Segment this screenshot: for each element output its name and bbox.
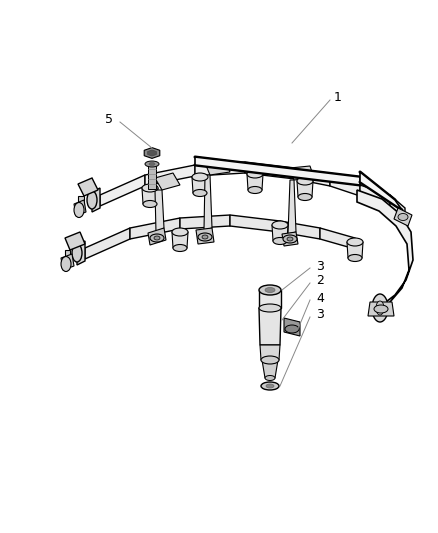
Polygon shape [283, 318, 299, 336]
Polygon shape [281, 232, 297, 246]
Polygon shape [172, 232, 187, 248]
Polygon shape [319, 228, 354, 249]
Polygon shape [367, 302, 393, 316]
Polygon shape [290, 166, 313, 180]
Text: 4: 4 [315, 292, 323, 304]
Polygon shape [346, 242, 362, 258]
Polygon shape [65, 232, 85, 250]
Ellipse shape [247, 187, 261, 193]
Ellipse shape [272, 221, 287, 229]
Polygon shape [145, 165, 194, 186]
Polygon shape [230, 215, 279, 232]
Ellipse shape [272, 238, 286, 245]
Ellipse shape [375, 301, 383, 315]
Polygon shape [78, 178, 98, 196]
Text: 5: 5 [105, 112, 113, 125]
Polygon shape [329, 175, 359, 196]
Polygon shape [247, 174, 262, 190]
Polygon shape [155, 173, 180, 190]
Polygon shape [61, 254, 74, 270]
Ellipse shape [172, 228, 187, 236]
Ellipse shape [258, 285, 280, 295]
Text: 3: 3 [315, 309, 323, 321]
Polygon shape [359, 172, 401, 210]
Polygon shape [195, 228, 213, 244]
Polygon shape [287, 180, 295, 234]
Ellipse shape [261, 382, 279, 390]
Ellipse shape [284, 325, 298, 333]
Polygon shape [272, 225, 287, 241]
Ellipse shape [72, 244, 82, 262]
Polygon shape [147, 150, 156, 156]
Text: 2: 2 [315, 274, 323, 287]
Ellipse shape [261, 356, 279, 364]
Ellipse shape [191, 173, 208, 181]
Ellipse shape [87, 191, 97, 209]
Polygon shape [259, 345, 279, 360]
Polygon shape [148, 228, 166, 245]
Polygon shape [74, 200, 86, 216]
Polygon shape [85, 228, 130, 259]
Polygon shape [194, 157, 359, 185]
Text: 3: 3 [315, 260, 323, 272]
Ellipse shape [150, 234, 164, 242]
Polygon shape [294, 168, 329, 186]
Polygon shape [297, 181, 312, 197]
Polygon shape [191, 177, 208, 193]
Polygon shape [92, 188, 100, 212]
Ellipse shape [201, 235, 208, 239]
Ellipse shape [371, 294, 387, 322]
Ellipse shape [286, 237, 292, 241]
Ellipse shape [347, 254, 361, 262]
Polygon shape [141, 188, 158, 204]
Ellipse shape [173, 245, 187, 252]
Polygon shape [356, 190, 412, 312]
Polygon shape [359, 185, 389, 206]
Polygon shape [279, 221, 319, 239]
Ellipse shape [198, 233, 212, 241]
Ellipse shape [193, 190, 207, 197]
Polygon shape [393, 208, 411, 226]
Polygon shape [244, 162, 294, 179]
Ellipse shape [148, 163, 155, 166]
Ellipse shape [145, 161, 159, 167]
Polygon shape [77, 241, 85, 265]
Ellipse shape [373, 305, 387, 313]
Polygon shape [155, 190, 164, 233]
Polygon shape [100, 175, 145, 206]
Polygon shape [205, 160, 230, 175]
Polygon shape [258, 290, 280, 308]
Ellipse shape [297, 193, 311, 200]
Polygon shape [194, 162, 244, 176]
Ellipse shape [154, 236, 159, 240]
Ellipse shape [247, 170, 262, 178]
Polygon shape [78, 196, 84, 210]
Ellipse shape [258, 304, 280, 312]
Ellipse shape [346, 238, 362, 246]
Polygon shape [258, 308, 280, 345]
Ellipse shape [61, 256, 71, 271]
Polygon shape [65, 250, 70, 264]
Ellipse shape [265, 384, 273, 388]
Ellipse shape [74, 203, 84, 217]
Polygon shape [144, 148, 159, 158]
Ellipse shape [265, 287, 274, 293]
Ellipse shape [297, 177, 312, 185]
Ellipse shape [143, 200, 157, 207]
Polygon shape [261, 360, 277, 378]
Ellipse shape [397, 214, 407, 221]
Ellipse shape [265, 376, 274, 381]
Polygon shape [389, 195, 404, 219]
Ellipse shape [283, 235, 297, 243]
Polygon shape [148, 164, 155, 189]
Text: 1: 1 [333, 91, 341, 103]
Ellipse shape [141, 184, 158, 192]
Polygon shape [204, 175, 212, 230]
Polygon shape [180, 215, 230, 229]
Polygon shape [130, 218, 180, 239]
